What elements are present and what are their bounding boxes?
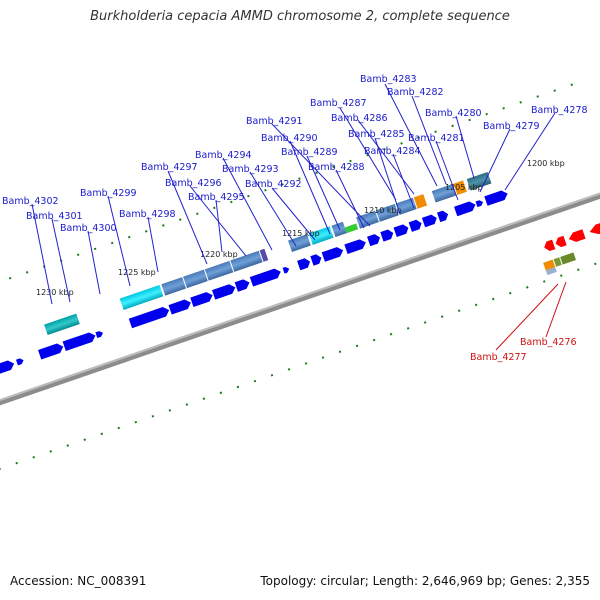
tick-label: 1200 kbp bbox=[527, 159, 565, 168]
gene-label[interactable]: Bamb_4279 bbox=[483, 121, 540, 132]
cog-band bbox=[44, 171, 492, 336]
gene-label[interactable]: Bamb_4281 bbox=[408, 133, 465, 144]
gene-label[interactable]: Bamb_4296 bbox=[165, 178, 222, 189]
label-leaders bbox=[31, 83, 556, 305]
accession-text: Accession: NC_008391 bbox=[10, 574, 147, 588]
forward-genes bbox=[0, 190, 508, 377]
gene-label[interactable]: Bamb_4292 bbox=[245, 179, 302, 190]
gene-label[interactable]: Bamb_4302 bbox=[2, 196, 59, 207]
tick-label: 1225 kbp bbox=[118, 268, 156, 277]
gene-label[interactable]: Bamb_4291 bbox=[246, 116, 303, 127]
gene-label[interactable]: Bamb_4278 bbox=[531, 105, 588, 116]
gene-labels-bottom: Bamb_4276 Bamb_4277 bbox=[470, 337, 577, 363]
gene-label[interactable]: Bamb_4297 bbox=[141, 162, 198, 173]
gene-label[interactable]: Bamb_4289 bbox=[281, 147, 338, 158]
gene-label[interactable]: Bamb_4277 bbox=[470, 352, 527, 363]
gene-label[interactable]: Bamb_4295 bbox=[188, 192, 245, 203]
gene-label[interactable]: Bamb_4293 bbox=[222, 164, 279, 175]
map-title: Burkholderia cepacia AMMD chromosome 2, … bbox=[90, 9, 510, 24]
tick-label: 1230 kbp bbox=[36, 288, 74, 297]
gene-label[interactable]: Bamb_4276 bbox=[520, 337, 577, 348]
genome-stats-text: Topology: circular; Length: 2,646,969 bp… bbox=[260, 574, 590, 588]
reverse-genes bbox=[544, 216, 600, 252]
gene-label[interactable]: Bamb_4286 bbox=[331, 113, 388, 124]
tick-label: 1210 kbp bbox=[364, 206, 402, 215]
gene-label[interactable]: Bamb_4298 bbox=[119, 209, 176, 220]
reverse-cog-band bbox=[543, 252, 577, 276]
gene-label[interactable]: Bamb_4285 bbox=[348, 129, 405, 140]
gene-label[interactable]: Bamb_4300 bbox=[60, 223, 117, 234]
gene-labels-top: Bamb_4283 Bamb_4282 Bamb_4287 Bamb_4286 … bbox=[2, 74, 588, 234]
tick-label: 1220 kbp bbox=[200, 250, 238, 259]
tick-label: 1215 kbp bbox=[282, 229, 320, 238]
gene-label[interactable]: Bamb_4294 bbox=[195, 150, 252, 161]
gene-label[interactable]: Bamb_4284 bbox=[364, 146, 421, 157]
label-leaders-bottom bbox=[495, 281, 567, 351]
gene-label[interactable]: Bamb_4280 bbox=[425, 108, 482, 119]
gene-label[interactable]: Bamb_4290 bbox=[261, 133, 318, 144]
gene-label[interactable]: Bamb_4288 bbox=[308, 162, 365, 173]
gene-label[interactable]: Bamb_4299 bbox=[80, 188, 137, 199]
gene-label[interactable]: Bamb_4283 bbox=[360, 74, 417, 85]
gene-label[interactable]: Bamb_4301 bbox=[26, 211, 83, 222]
gene-label[interactable]: Bamb_4287 bbox=[310, 98, 367, 109]
tick-label: 1205 kbp bbox=[445, 183, 483, 192]
chromosome-backbone bbox=[0, 179, 600, 420]
gene-label[interactable]: Bamb_4282 bbox=[387, 87, 444, 98]
tick-labels: 1200 kbp 1205 kbp 1210 kbp 1215 kbp 1220… bbox=[36, 159, 565, 297]
